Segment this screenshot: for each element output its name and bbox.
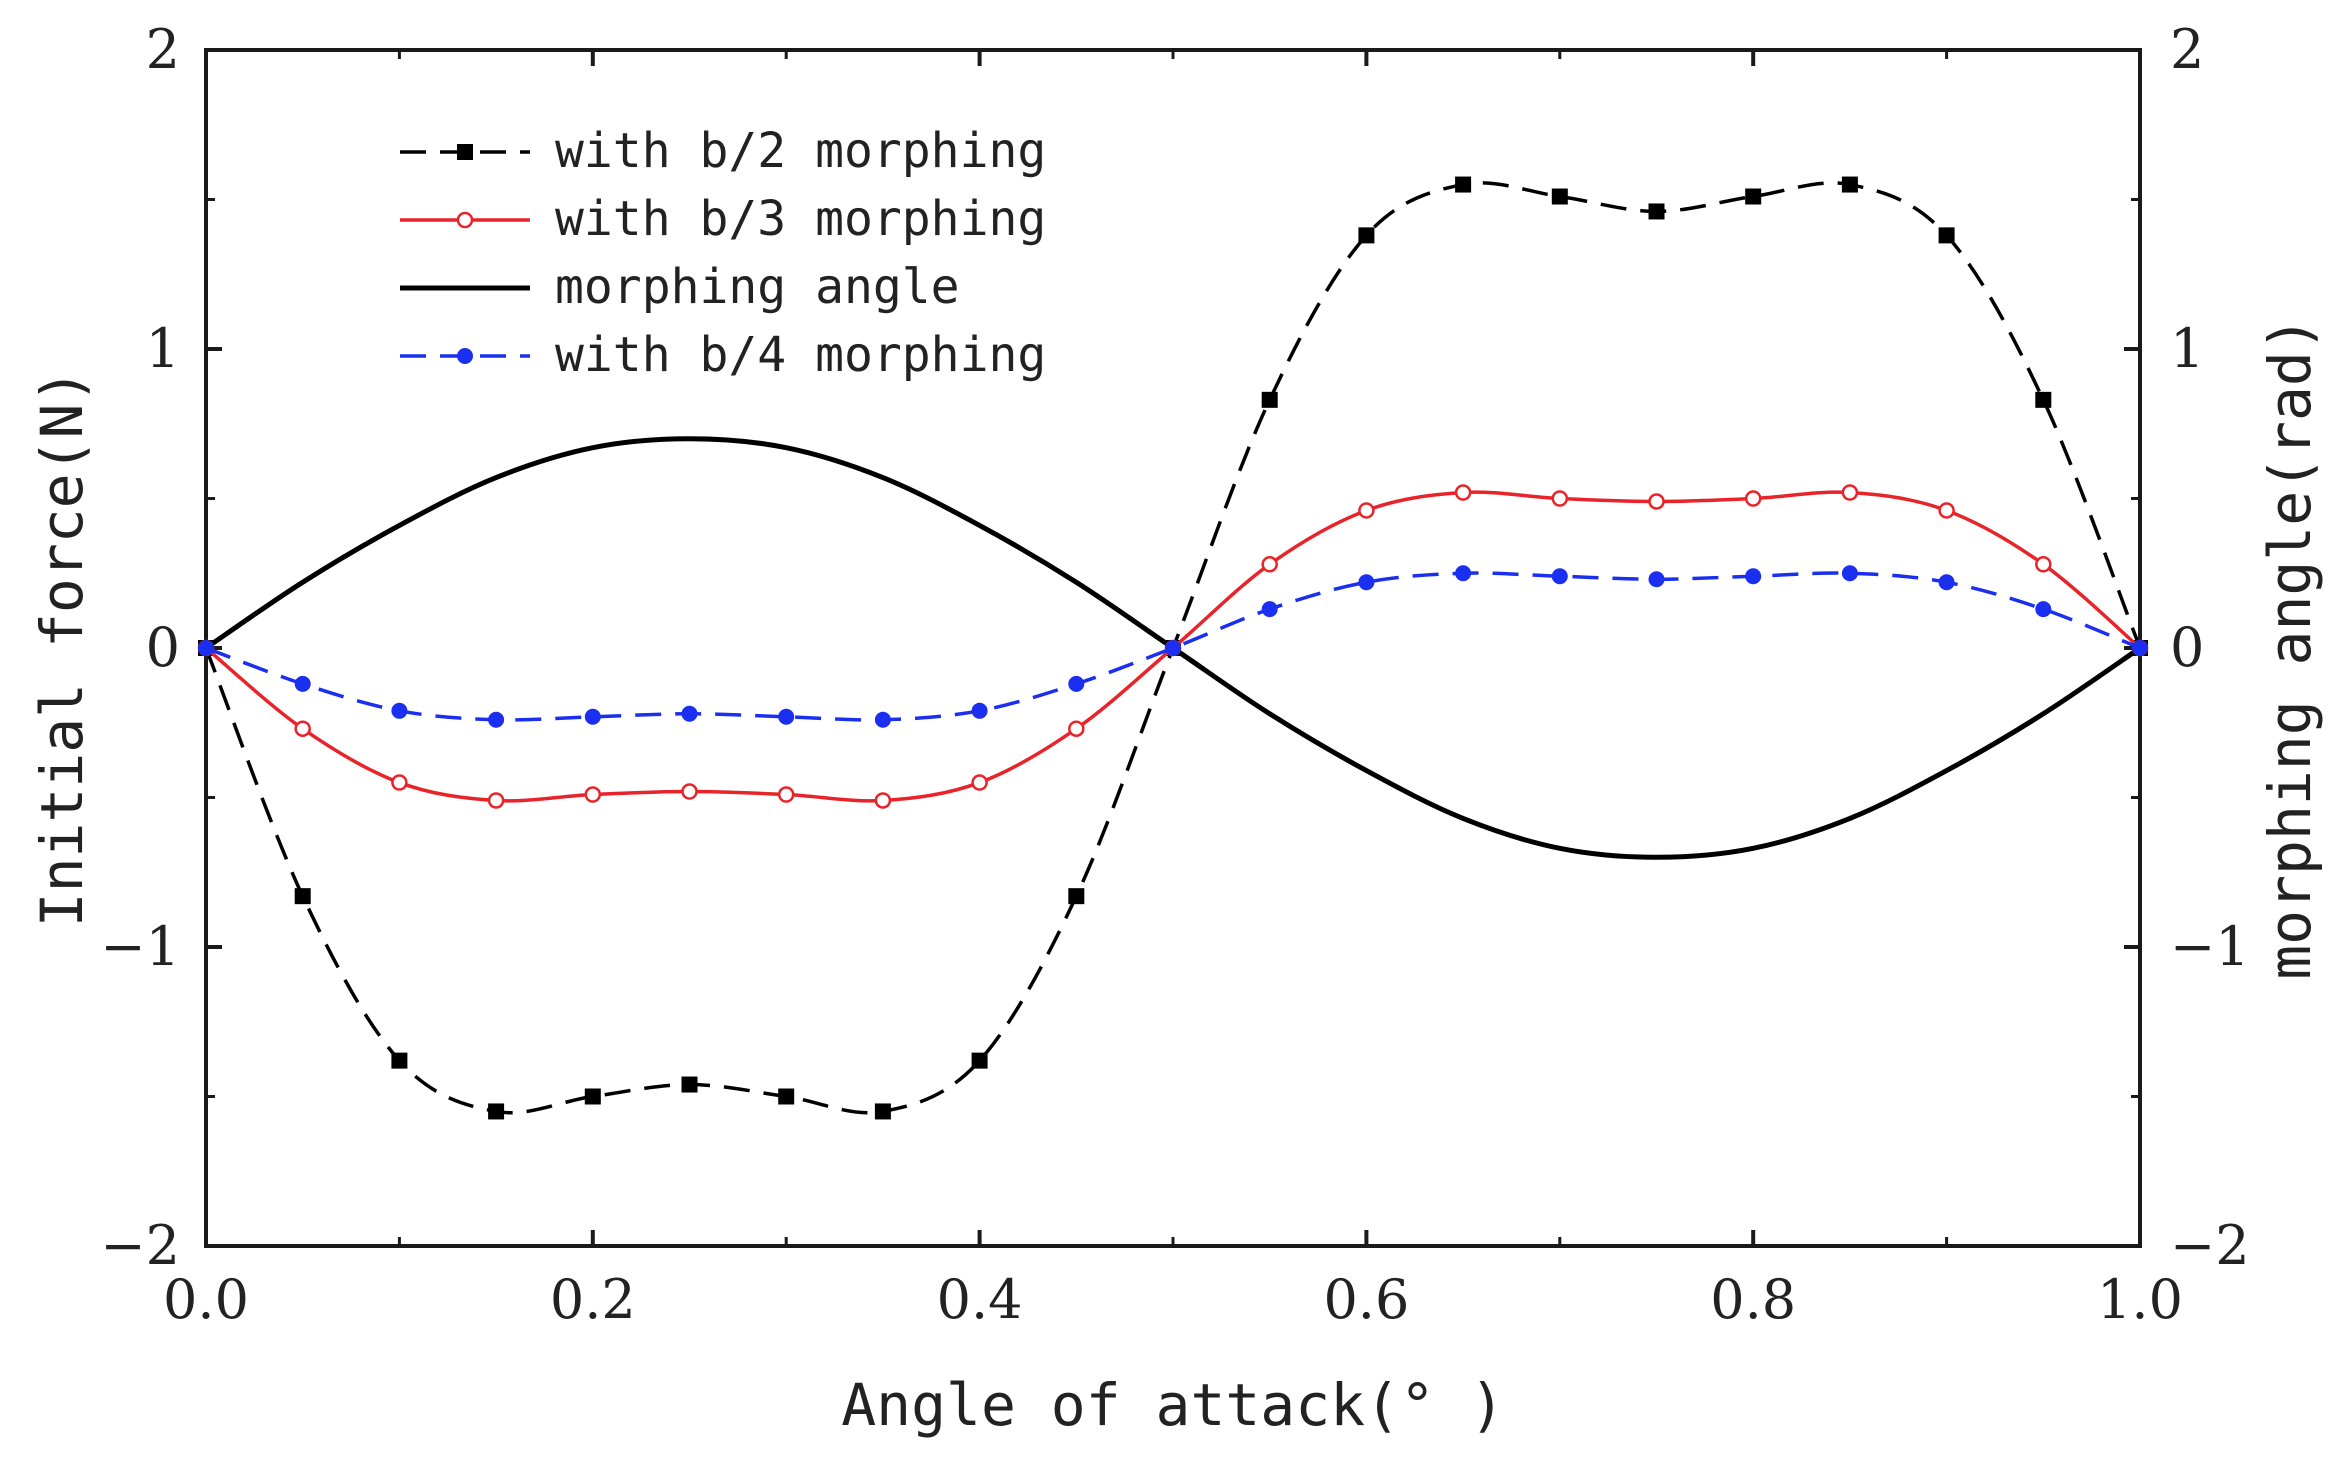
y-right-tick-label: 0 <box>2170 616 2204 679</box>
legend-item-morphing-angle: morphing angle <box>400 259 960 315</box>
data-point-b2-morphing <box>1358 227 1375 244</box>
series-line-b4-morphing <box>205 571 2141 722</box>
legend-marker <box>456 211 474 229</box>
x-tick-label: 0.6 <box>1323 1268 1409 1331</box>
data-point-b3-morphing <box>1744 490 1762 507</box>
data-point-b3-morphing <box>777 786 795 803</box>
data-point-b3-morphing <box>1551 490 1569 507</box>
data-point-b3-morphing <box>1358 502 1375 519</box>
data-point-b3-morphing <box>1454 484 1472 501</box>
y-left-tick-label: 1 <box>146 317 180 380</box>
legend-marker <box>457 348 473 364</box>
data-point-b2-morphing <box>1551 188 1568 205</box>
data-point-b4-morphing <box>1938 574 1955 591</box>
data-point-b2-morphing <box>971 1052 988 1069</box>
data-point-b4-morphing <box>1648 571 1665 588</box>
data-point-b4-morphing <box>294 675 311 692</box>
legend-item-b4-morphing: with b/4 morphing <box>400 327 1046 383</box>
x-tick-label: 1.0 <box>2097 1268 2183 1331</box>
y-right-tick-label: −2 <box>2170 1214 2250 1277</box>
legend-label: morphing angle <box>555 259 960 315</box>
data-point-b3-morphing <box>294 720 311 737</box>
data-point-b2-morphing <box>294 888 311 905</box>
series-layer <box>197 176 2149 1120</box>
y-right-tick-label: 1 <box>2170 317 2204 380</box>
data-point-b3-morphing <box>2035 556 2052 573</box>
x-tick-label: 0.8 <box>1710 1268 1796 1331</box>
data-point-b2-morphing <box>1841 176 1858 193</box>
data-point-b4-morphing <box>198 640 214 656</box>
series-b4-morphing <box>198 565 2148 728</box>
data-point-b2-morphing <box>1068 888 1085 905</box>
data-point-b2-morphing <box>584 1088 601 1105</box>
x-axis-title: Angle of attack(° ) <box>841 1371 1504 1439</box>
data-point-b2-morphing <box>391 1052 408 1069</box>
data-point-b4-morphing <box>971 702 988 719</box>
data-point-b4-morphing <box>584 708 601 725</box>
data-point-b4-morphing <box>1261 601 1278 618</box>
data-point-b3-morphing <box>1261 556 1278 573</box>
data-point-b4-morphing <box>681 705 698 722</box>
data-point-b4-morphing <box>2035 601 2052 618</box>
data-point-b3-morphing <box>681 783 698 800</box>
data-point-b2-morphing <box>874 1103 891 1120</box>
legend-marker <box>457 144 473 160</box>
data-point-b2-morphing <box>2035 391 2052 408</box>
data-point-b4-morphing <box>1551 568 1568 585</box>
data-point-b3-morphing <box>584 786 602 803</box>
data-point-b2-morphing <box>488 1103 505 1120</box>
data-point-b3-morphing <box>1938 502 1955 519</box>
data-point-b2-morphing <box>1938 227 1955 244</box>
y-left-tick-label: 2 <box>146 18 180 81</box>
tick-labels: 0.0 0.2 0.4 0.6 0.8 1.0−2 −2−1 −10 01 12 2 <box>100 18 2249 1331</box>
axis-ticks <box>204 48 2142 1248</box>
data-point-b3-morphing <box>874 792 892 809</box>
legend-label: with b/4 morphing <box>555 327 1046 383</box>
legend-label: with b/2 morphing <box>555 123 1046 179</box>
data-point-b4-morphing <box>1068 675 1085 692</box>
y-left-tick-label: −1 <box>100 915 180 978</box>
data-point-b4-morphing <box>1841 565 1858 582</box>
legend-item-b2-morphing: with b/2 morphing <box>400 123 1046 179</box>
y-left-tick-label: 0 <box>146 616 180 679</box>
data-point-b2-morphing <box>681 1076 698 1093</box>
data-point-b3-morphing <box>1068 720 1085 737</box>
data-point-b3-morphing <box>1841 484 1859 501</box>
y-right-tick-label: −1 <box>2170 915 2250 978</box>
data-point-b4-morphing <box>778 708 795 725</box>
data-point-b4-morphing <box>1455 565 1472 582</box>
data-point-b4-morphing <box>1358 574 1375 591</box>
y-axis-right-title: morphing angle(rad) <box>2256 316 2324 979</box>
x-tick-label: 0.2 <box>550 1268 636 1331</box>
x-tick-label: 0.0 <box>163 1268 249 1331</box>
data-point-b4-morphing <box>874 711 891 728</box>
x-tick-label: 0.4 <box>937 1268 1023 1331</box>
data-point-b3-morphing <box>391 774 408 791</box>
data-point-b3-morphing <box>487 792 505 809</box>
y-left-tick-label: −2 <box>100 1214 180 1277</box>
data-point-b2-morphing <box>778 1088 795 1105</box>
data-point-b4-morphing <box>1165 640 1181 656</box>
y-right-tick-label: 2 <box>2170 18 2204 81</box>
legend-item-b3-morphing: with b/3 morphing <box>400 191 1046 247</box>
data-point-b2-morphing <box>1745 188 1762 205</box>
data-point-b3-morphing <box>1648 493 1665 510</box>
data-point-b4-morphing <box>2132 640 2148 656</box>
y-axis-left-title: Initial force(N) <box>28 369 96 928</box>
data-point-b2-morphing <box>1261 391 1278 408</box>
data-point-b4-morphing <box>1745 568 1762 585</box>
legend-label: with b/3 morphing <box>555 191 1046 247</box>
data-point-b2-morphing <box>1648 203 1665 220</box>
data-point-b3-morphing <box>971 774 988 791</box>
data-point-b4-morphing <box>391 702 408 719</box>
data-point-b2-morphing <box>1455 176 1472 193</box>
legend: with b/2 morphing with b/3 morphing morphi… <box>400 123 1046 383</box>
data-point-b4-morphing <box>488 711 505 728</box>
